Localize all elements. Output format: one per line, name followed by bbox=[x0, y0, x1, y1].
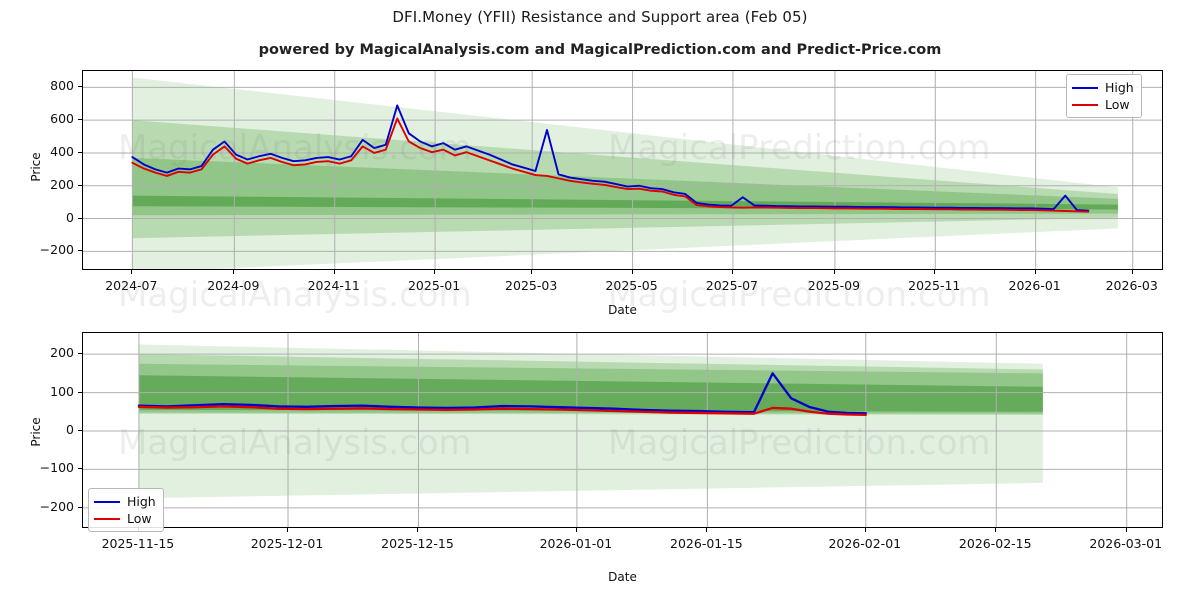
x-tick-label: 2025-07 bbox=[705, 278, 759, 293]
x-tick-mark bbox=[417, 528, 419, 532]
legend-swatch-high bbox=[94, 500, 120, 503]
x-tick-mark bbox=[934, 270, 936, 274]
y-tick-mark bbox=[78, 151, 82, 153]
y-tick-label: −100 bbox=[39, 460, 74, 476]
legend-row-low: Low bbox=[1072, 96, 1134, 113]
legend-label-low: Low bbox=[127, 511, 152, 526]
y-tick-label: 0 bbox=[66, 209, 74, 225]
top-chart-plot-area bbox=[82, 70, 1163, 270]
y-tick-label: −200 bbox=[39, 242, 74, 258]
legend-row-high: High bbox=[1072, 79, 1134, 96]
y-tick-label: 800 bbox=[50, 78, 74, 94]
y-tick-label: 200 bbox=[50, 345, 74, 361]
x-tick-mark bbox=[631, 270, 633, 274]
page-title: DFI.Money (YFII) Resistance and Support … bbox=[392, 8, 808, 26]
legend-label-high: High bbox=[127, 494, 156, 509]
y-tick-label: 100 bbox=[50, 383, 74, 399]
x-tick-label: 2025-09 bbox=[807, 278, 861, 293]
x-tick-mark bbox=[706, 528, 708, 532]
x-tick-label: 2025-03 bbox=[505, 278, 558, 293]
x-tick-mark bbox=[333, 270, 335, 274]
y-tick-mark bbox=[78, 353, 82, 355]
x-tick-label: 2025-05 bbox=[605, 278, 658, 293]
x-tick-label: 2026-02-01 bbox=[828, 536, 902, 551]
legend-row-low: Low bbox=[94, 510, 156, 527]
x-tick-mark bbox=[1034, 270, 1036, 274]
x-tick-label: 2026-01-15 bbox=[670, 536, 743, 551]
x-tick-label: 2026-02-15 bbox=[958, 536, 1032, 551]
legend-swatch-low bbox=[1072, 103, 1098, 106]
x-tick-label: 2026-03-01 bbox=[1089, 536, 1163, 551]
x-tick-label: 2025-11 bbox=[908, 278, 961, 293]
y-tick-mark bbox=[78, 119, 82, 121]
x-tick-mark bbox=[531, 270, 533, 274]
bottom-chart-x-axis-label: Date bbox=[608, 570, 637, 584]
x-tick-label: 2025-12-15 bbox=[381, 536, 454, 551]
y-tick-mark bbox=[78, 468, 82, 470]
x-tick-mark bbox=[1131, 270, 1133, 274]
y-tick-label: 0 bbox=[66, 422, 74, 437]
top-chart-legend[interactable]: High Low bbox=[1066, 74, 1142, 118]
x-tick-mark bbox=[434, 270, 436, 274]
x-tick-mark bbox=[287, 528, 289, 532]
x-tick-mark bbox=[995, 528, 997, 532]
x-tick-label: 2024-09 bbox=[207, 278, 260, 293]
x-tick-label: 2025-11-15 bbox=[101, 536, 175, 551]
x-tick-label: 2026-01 bbox=[1008, 278, 1061, 293]
x-tick-mark bbox=[864, 528, 866, 532]
y-tick-label: 200 bbox=[50, 176, 74, 192]
top-chart-x-axis-label: Date bbox=[608, 303, 637, 317]
y-tick-mark bbox=[78, 250, 82, 252]
x-tick-mark bbox=[233, 270, 235, 274]
y-tick-label: 400 bbox=[50, 143, 74, 159]
page-subtitle: powered by MagicalAnalysis.com and Magic… bbox=[258, 42, 942, 58]
y-tick-mark bbox=[78, 506, 82, 508]
x-tick-label: 2024-11 bbox=[307, 278, 360, 293]
top-chart-svg bbox=[83, 71, 1162, 269]
y-tick-mark bbox=[78, 86, 82, 88]
x-tick-label: 2024-07 bbox=[105, 278, 158, 293]
y-tick-mark bbox=[78, 184, 82, 186]
legend-label-high: High bbox=[1105, 80, 1134, 95]
x-tick-label: 2025-12-01 bbox=[250, 536, 324, 551]
legend-row-high: High bbox=[94, 493, 156, 510]
x-tick-label: 2026-03 bbox=[1105, 278, 1158, 293]
y-tick-mark bbox=[78, 430, 82, 431]
y-tick-label: −200 bbox=[39, 498, 74, 514]
x-tick-mark bbox=[575, 528, 577, 532]
bottom-chart-svg bbox=[83, 333, 1162, 527]
x-tick-mark bbox=[833, 270, 835, 274]
legend-swatch-high bbox=[1072, 86, 1098, 89]
y-tick-mark bbox=[78, 217, 82, 219]
y-tick-mark bbox=[78, 391, 82, 393]
top-chart-y-axis-label: Price bbox=[29, 152, 43, 182]
bottom-chart-legend[interactable]: High Low bbox=[88, 488, 164, 532]
y-tick-label: 600 bbox=[50, 111, 74, 127]
x-tick-label: 2026-01-01 bbox=[539, 536, 613, 551]
x-tick-label: 2025-01 bbox=[407, 278, 461, 293]
x-tick-mark bbox=[731, 270, 733, 274]
x-tick-mark bbox=[131, 270, 133, 274]
bottom-chart-plot-area bbox=[82, 332, 1163, 528]
legend-label-low: Low bbox=[1105, 97, 1130, 112]
legend-swatch-low bbox=[94, 517, 120, 520]
x-tick-mark bbox=[1125, 528, 1127, 532]
